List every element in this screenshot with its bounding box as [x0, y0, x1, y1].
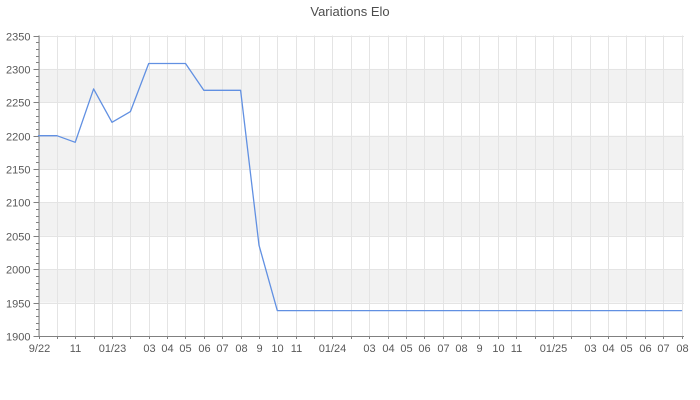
y-tick-label: 2350: [6, 32, 30, 44]
x-tick-label: 9: [256, 343, 262, 355]
x-tick-label: 03: [584, 343, 596, 355]
x-tick-label: 06: [418, 343, 430, 355]
horizontal-gridlines: [38, 36, 684, 304]
band-row: [38, 269, 684, 303]
x-tick-label: 08: [235, 343, 247, 355]
y-tick-label: 2000: [6, 265, 30, 277]
x-tick-label: 04: [602, 343, 614, 355]
y-axis-minor-ticks: [36, 42, 39, 330]
y-axis-ticks: [33, 36, 39, 337]
x-tick-label: 05: [179, 343, 191, 355]
x-tick-label: 9/22: [29, 343, 50, 355]
x-tick-label: 11: [511, 343, 522, 355]
x-tick-label: 03: [143, 343, 155, 355]
elo-series-line: [37, 62, 683, 312]
band-row: [38, 202, 684, 236]
x-tick-label: 05: [620, 343, 632, 355]
x-tick-label: 06: [639, 343, 651, 355]
x-tick-label: 01/25: [540, 343, 568, 355]
y-tick-label: 2200: [6, 132, 30, 144]
x-axis-labels: 9/22 11 01/23 03 04 05 06 07 08 9 10 11 01/24 03 04 05 0…: [29, 343, 689, 355]
band-row: [38, 68, 684, 103]
x-tick-label: 10: [492, 343, 504, 355]
x-tick-label: 05: [400, 343, 412, 355]
y-tick-label: 2250: [6, 98, 30, 110]
x-tick-label: 11: [70, 343, 81, 355]
x-axis-ticks: [39, 336, 683, 339]
x-tick-label: 08: [676, 343, 688, 355]
x-tick-label: 07: [657, 343, 669, 355]
x-tick-label: 07: [216, 343, 228, 355]
x-tick-label: 03: [363, 343, 375, 355]
x-tick-label: 11: [291, 343, 302, 355]
x-tick-label: 08: [455, 343, 467, 355]
y-axis-labels: 1900 1950 2000 2050 2100 2150 2200 2250 2300 2350: [6, 32, 30, 344]
x-tick-label: 04: [382, 343, 394, 355]
x-tick-label: 07: [437, 343, 449, 355]
x-tick-label: 10: [271, 343, 283, 355]
x-tick-label: 04: [161, 343, 173, 355]
y-tick-label: 2300: [6, 65, 30, 77]
x-tick-label: 01/23: [99, 343, 127, 355]
x-tick-label: 9: [476, 343, 482, 355]
band-row: [38, 135, 684, 170]
y-tick-label: 1950: [6, 299, 30, 311]
y-tick-label: 2100: [6, 198, 30, 210]
chart-title: Variations Elo: [310, 4, 390, 19]
x-tick-label: 01/24: [319, 343, 347, 355]
y-tick-label: 1900: [6, 332, 30, 344]
y-tick-label: 2150: [6, 165, 30, 177]
grid-bands: [38, 68, 684, 303]
axis-lines: [38, 35, 684, 337]
y-tick-label: 2050: [6, 232, 30, 244]
x-tick-label: 06: [198, 343, 210, 355]
